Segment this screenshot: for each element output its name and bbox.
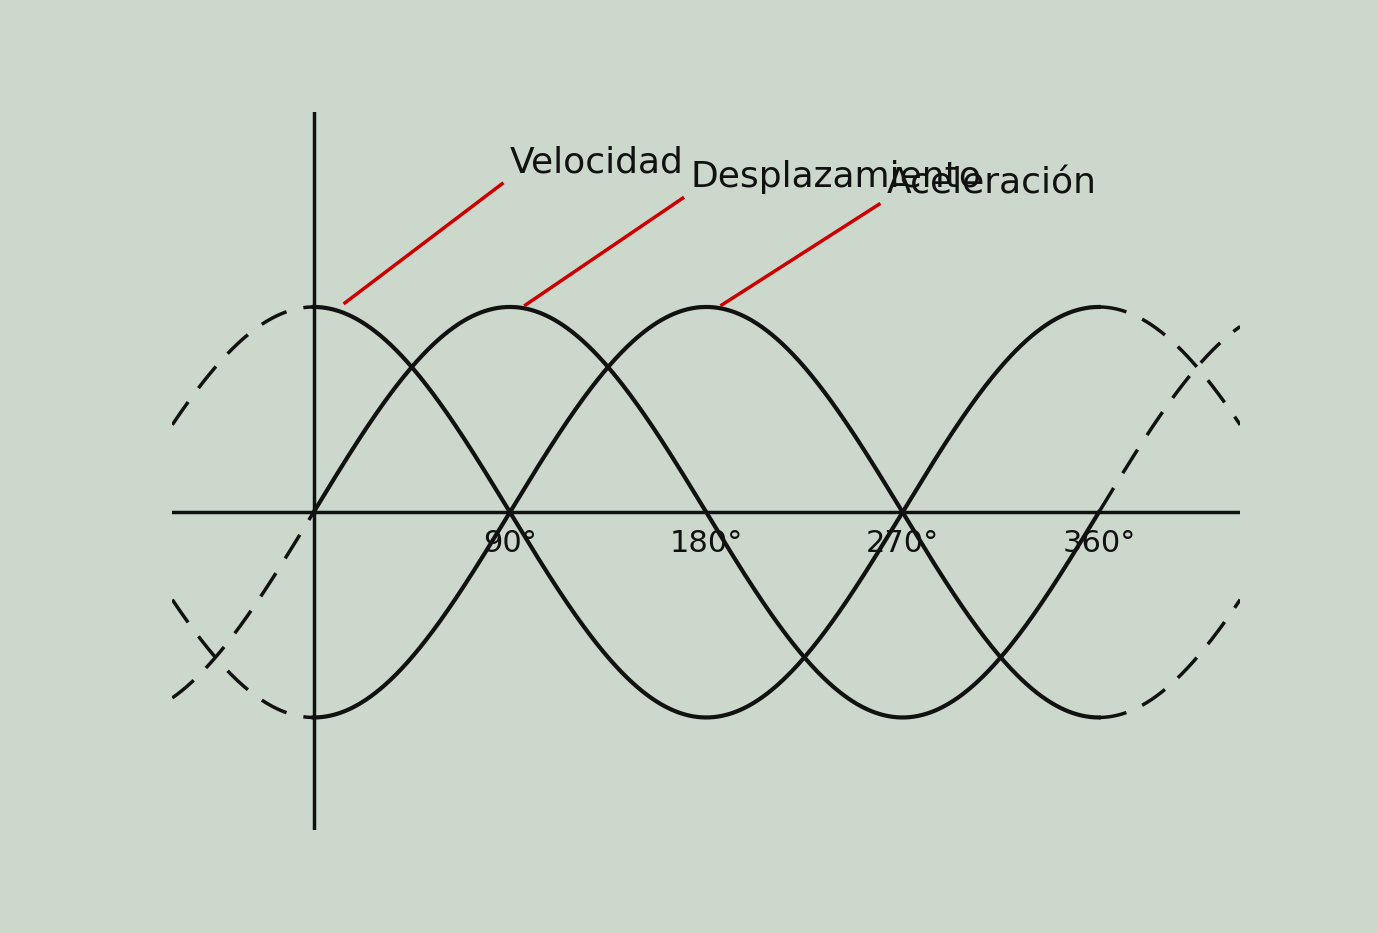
Text: 270°: 270°: [865, 529, 940, 558]
Text: Velocidad: Velocidad: [510, 146, 683, 180]
Text: Aceleración: Aceleración: [887, 166, 1097, 201]
Text: 360°: 360°: [1062, 529, 1135, 558]
Text: 90°: 90°: [482, 529, 537, 558]
Text: Desplazamiento: Desplazamiento: [690, 160, 981, 194]
Text: 180°: 180°: [670, 529, 743, 558]
